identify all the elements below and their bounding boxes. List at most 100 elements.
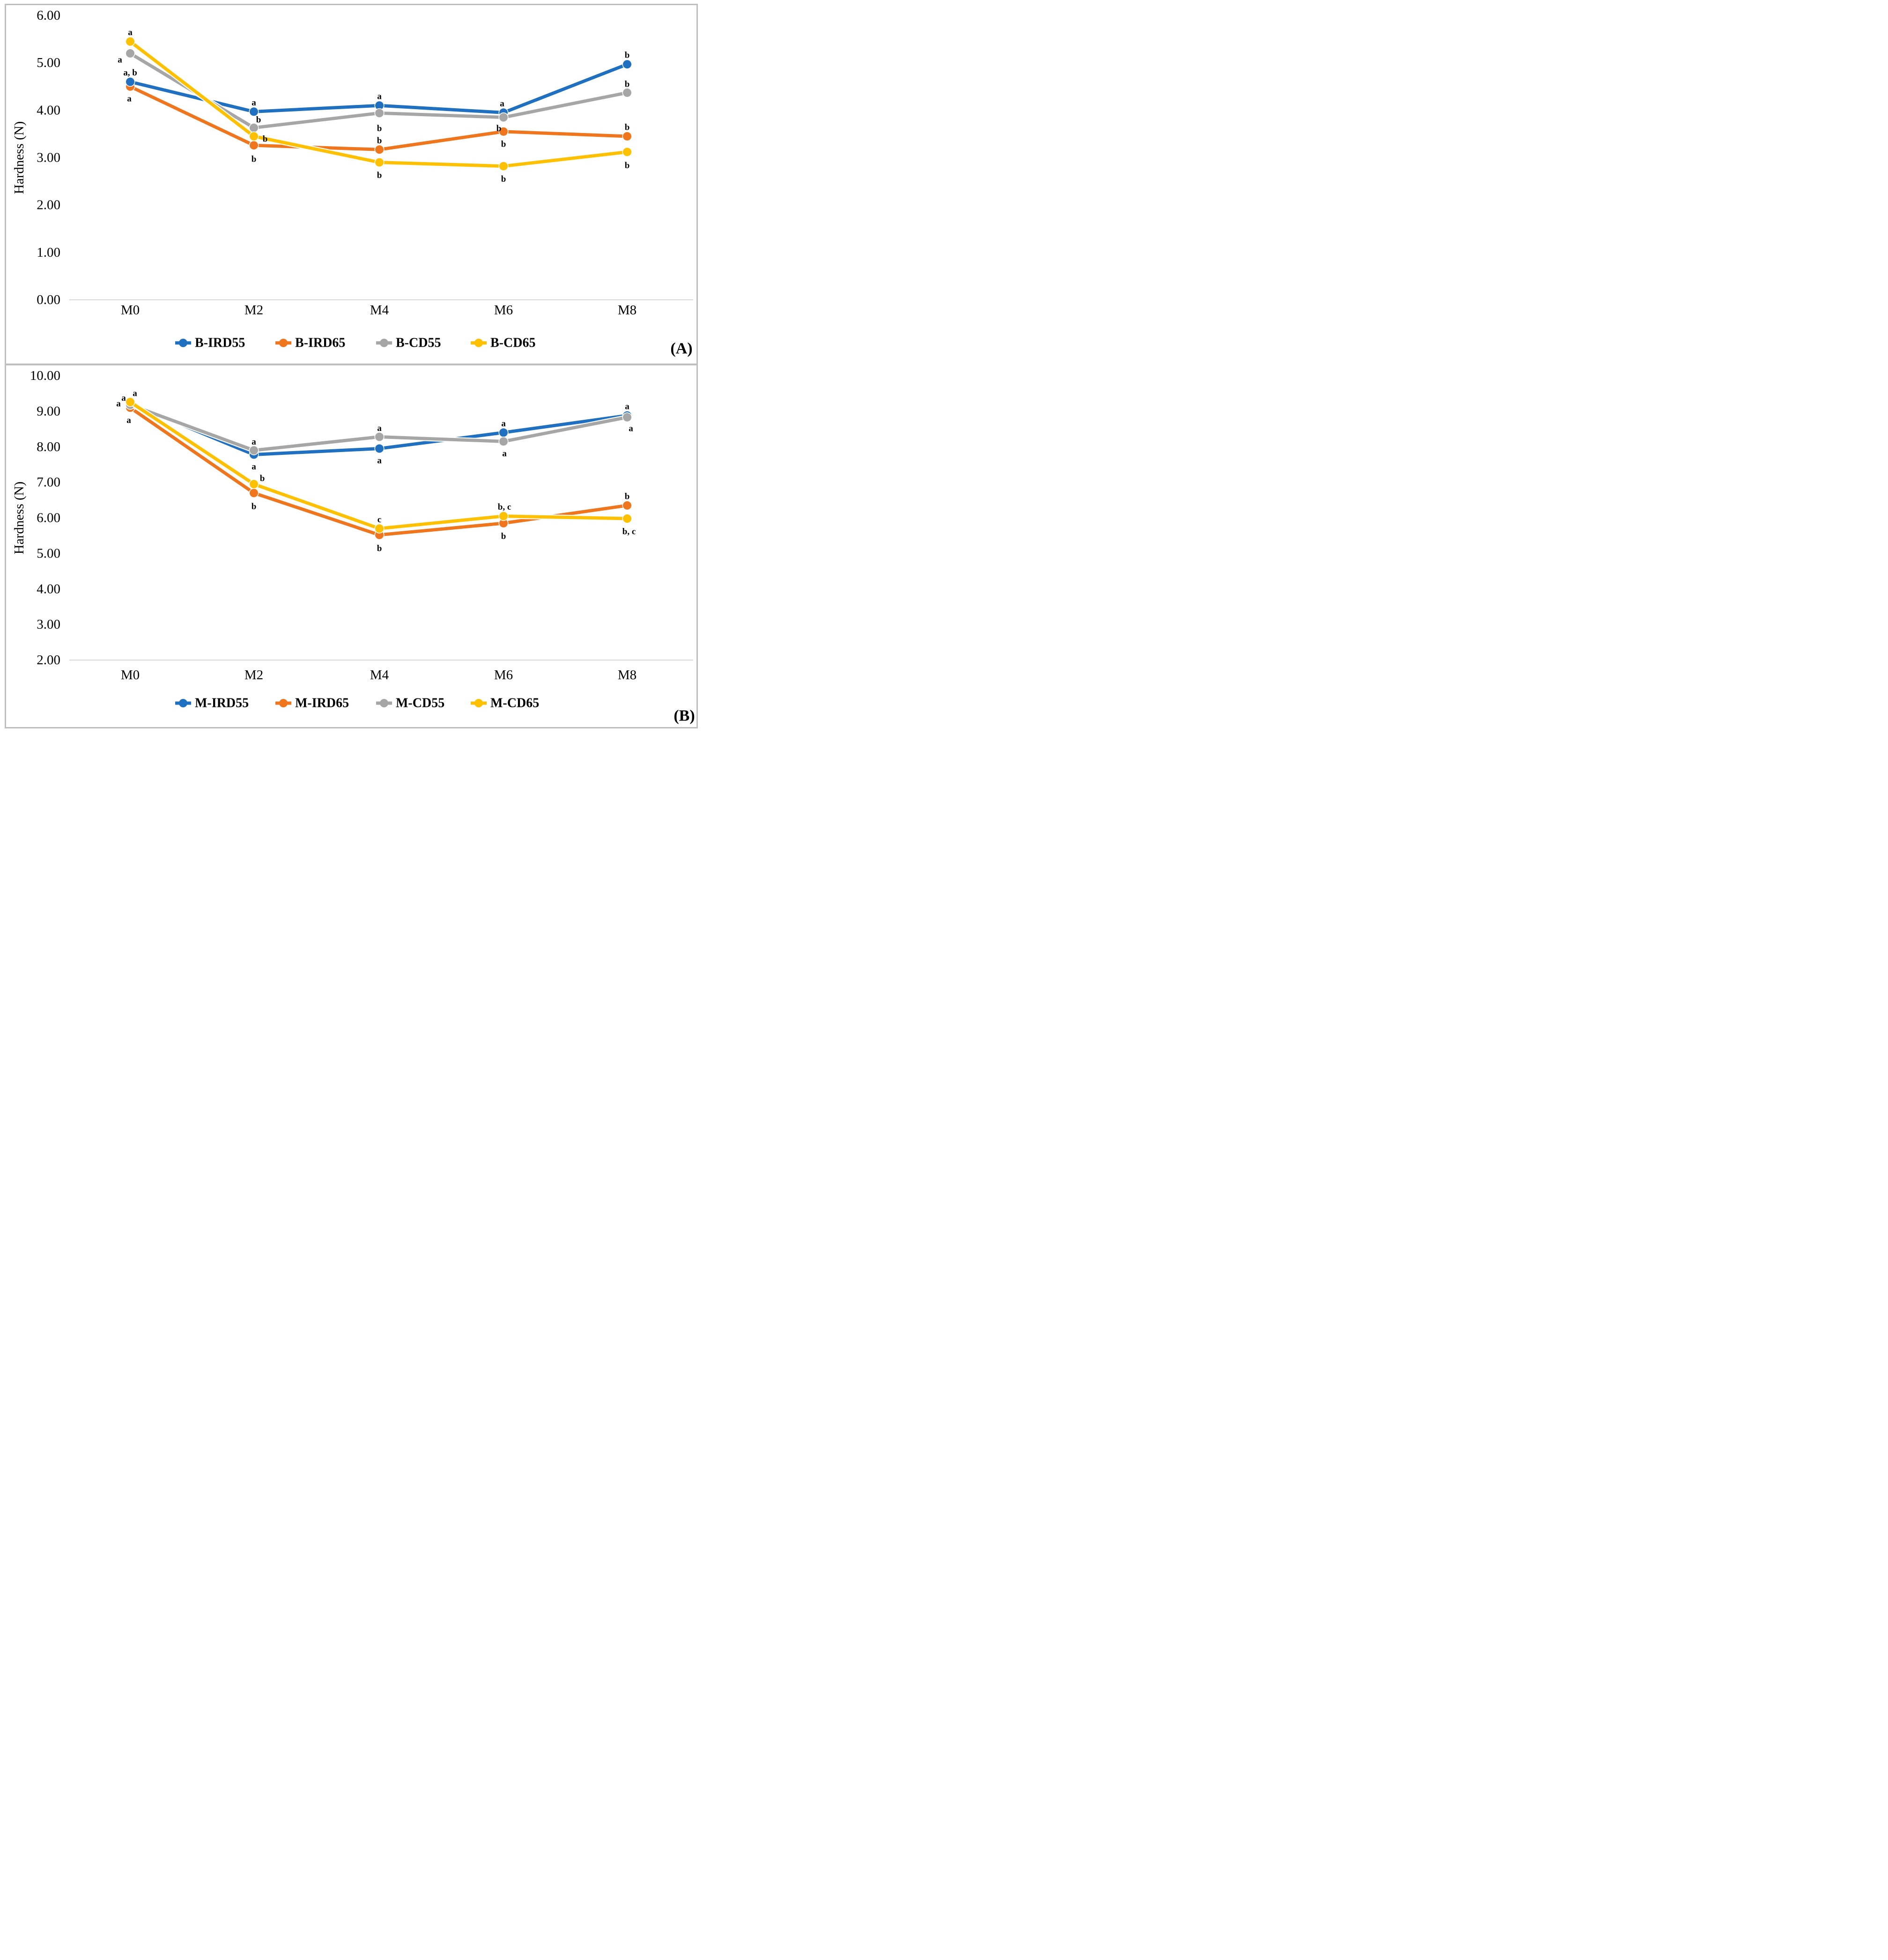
data-point-marker — [499, 162, 508, 171]
point-significance-letter: b — [263, 134, 268, 144]
data-point-marker — [250, 446, 258, 455]
point-significance-letter: b — [501, 139, 506, 149]
data-point-marker — [623, 514, 631, 523]
data-point-marker — [623, 88, 631, 97]
data-point-marker — [126, 37, 134, 46]
y-tick-label: 3.00 — [37, 617, 60, 632]
figure-container: 6.00 5.00 4.00 3.00 2.00 1.00 0.00 Hardness (N)… — [0, 0, 703, 729]
point-significance-letter: b — [377, 124, 382, 134]
data-point-marker — [499, 519, 508, 527]
legend-label: M-CD55 — [396, 696, 444, 711]
panel-corner-label: (B) — [674, 707, 695, 725]
x-category-label: M6 — [494, 668, 513, 683]
data-point-marker — [375, 444, 384, 453]
y-tick-label: 4.00 — [37, 581, 60, 596]
point-significance-letter: a — [502, 449, 507, 459]
y-tick-label: 3.00 — [37, 150, 60, 165]
point-significance-letter: a — [625, 401, 629, 411]
point-significance-letter: a — [118, 55, 122, 65]
data-point-marker — [499, 428, 508, 437]
legend-item-B-IRD55: B-IRD55 — [175, 336, 245, 350]
panel-corner-label: (A) — [670, 340, 692, 357]
legend-label: B-CD65 — [490, 336, 535, 350]
point-significance-letter: b — [260, 474, 265, 483]
legend-item-M-IRD55: M-IRD55 — [175, 696, 249, 711]
point-significance-letter: b, c — [622, 527, 636, 537]
data-point-marker — [499, 113, 508, 122]
y-tick-label: 5.00 — [37, 546, 60, 561]
legend-item-M-IRD65: M-IRD65 — [275, 696, 349, 711]
point-significance-letter: a — [629, 423, 633, 433]
point-significance-letter: a — [133, 389, 137, 399]
series-B-CD65: abb bb — [125, 28, 632, 184]
point-significance-letter: b — [377, 543, 382, 553]
x-category-label: M2 — [244, 668, 263, 683]
y-tick-label: 1.00 — [37, 245, 60, 260]
x-category-label: M8 — [618, 303, 637, 318]
x-category-label: M4 — [370, 668, 389, 683]
x-category-label: M0 — [121, 303, 140, 318]
legend-dot-icon — [279, 699, 288, 707]
legend-label: M-CD65 — [490, 696, 539, 711]
chart-a-svg: 6.00 5.00 4.00 3.00 2.00 1.00 0.00 Hardness (N)… — [12, 8, 693, 357]
legend-label: M-IRD55 — [195, 696, 249, 711]
legend-item-M-CD55: M-CD55 — [376, 696, 444, 711]
x-category-label: M8 — [618, 668, 637, 683]
point-significance-letter: b — [501, 174, 506, 184]
point-significance-letter: b — [377, 136, 382, 146]
point-significance-letter: b — [256, 115, 261, 125]
legend-item-M-CD65: M-CD65 — [471, 696, 539, 711]
x-category-label: M4 — [370, 303, 389, 318]
point-significance-letter: b — [252, 155, 257, 164]
data-point-marker — [375, 524, 384, 533]
y-tick-label: 2.00 — [37, 653, 60, 668]
data-point-marker — [375, 109, 384, 118]
legend-label: B-IRD65 — [295, 336, 345, 350]
series-M-CD55: a a a a a — [121, 393, 633, 459]
legend: M-IRD55 M-IRD65 M-CD55 M-CD65 — [175, 696, 539, 711]
data-point-marker — [623, 148, 631, 156]
point-significance-letter: a — [500, 99, 504, 109]
point-significance-letter: c — [378, 515, 381, 525]
y-tick-label: 7.00 — [37, 475, 60, 490]
y-tick-label: 0.00 — [37, 292, 60, 307]
legend-label: M-IRD65 — [295, 696, 349, 711]
point-significance-letter: b — [625, 122, 630, 132]
legend-dot-icon — [279, 339, 288, 347]
data-point-marker — [375, 101, 384, 110]
point-significance-letter: b — [625, 161, 630, 171]
legend-dot-icon — [179, 699, 187, 707]
data-point-marker — [499, 127, 508, 136]
panel-a-chart: 6.00 5.00 4.00 3.00 2.00 1.00 0.00 Hardness (N)… — [5, 4, 698, 365]
point-significance-letter: b — [496, 124, 502, 134]
data-point-marker — [375, 432, 384, 441]
y-tick-label: 4.00 — [37, 103, 60, 118]
data-point-marker — [623, 413, 631, 422]
legend-dot-icon — [474, 339, 483, 347]
data-point-marker — [126, 77, 134, 86]
point-significance-letter: a — [252, 437, 256, 447]
x-category-label: M2 — [244, 303, 263, 318]
y-tick-label: 5.00 — [37, 55, 60, 70]
data-point-marker — [499, 437, 508, 446]
point-significance-letter: a — [127, 94, 132, 104]
data-point-marker — [126, 49, 134, 58]
legend-dot-icon — [474, 699, 483, 707]
legend-dot-icon — [380, 699, 388, 707]
legend-item-B-IRD65: B-IRD65 — [275, 336, 345, 350]
y-axis-title: Hardness (N) — [12, 121, 27, 194]
point-significance-letter: a — [377, 456, 382, 466]
point-significance-letter: a — [501, 419, 506, 429]
y-tick-label: 8.00 — [37, 439, 60, 454]
legend-item-B-CD65: B-CD65 — [471, 336, 535, 350]
legend-dot-icon — [380, 339, 388, 347]
data-point-marker — [250, 480, 258, 489]
point-significance-letter: a — [116, 399, 121, 409]
y-tick-label: 2.00 — [37, 198, 60, 213]
y-tick-label: 6.00 — [37, 8, 60, 23]
point-significance-letter: b — [252, 502, 257, 512]
point-significance-letter: b — [625, 79, 630, 89]
y-axis-title: Hardness (N) — [12, 482, 27, 554]
legend-label: B-CD55 — [396, 336, 441, 350]
